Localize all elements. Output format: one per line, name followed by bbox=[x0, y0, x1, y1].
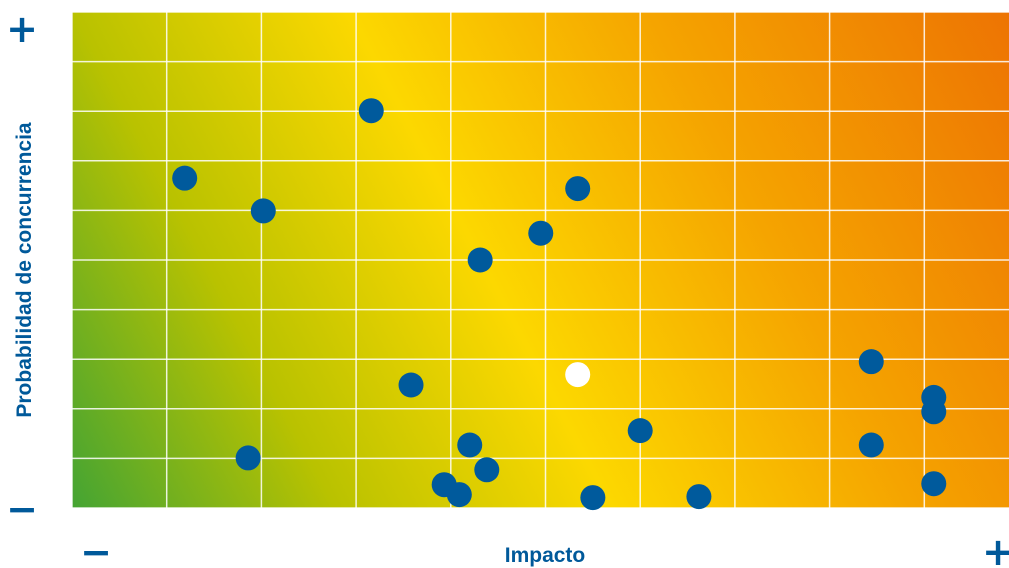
y-axis-title: Probabilidad de concurrencia bbox=[13, 122, 36, 418]
risk-point bbox=[528, 220, 554, 246]
risk-point bbox=[921, 399, 947, 425]
risk-point bbox=[627, 418, 653, 444]
y-axis-min-label: − bbox=[6, 487, 38, 531]
risk-point bbox=[457, 432, 483, 458]
risk-point bbox=[467, 247, 493, 273]
highlighted-risk-point bbox=[565, 362, 591, 388]
risk-point bbox=[858, 432, 884, 458]
data-points bbox=[172, 98, 947, 511]
risk-point bbox=[172, 165, 198, 191]
risk-point bbox=[565, 176, 591, 202]
x-axis-max-label: + bbox=[982, 530, 1009, 568]
risk-point bbox=[686, 484, 712, 510]
risk-point bbox=[921, 471, 947, 497]
risk-point bbox=[446, 482, 472, 508]
x-axis-min-label: − bbox=[80, 530, 112, 568]
risk-point bbox=[580, 485, 606, 511]
grid-lines bbox=[71, 11, 1009, 509]
risk-point bbox=[250, 198, 276, 224]
x-axis-title: Impacto bbox=[505, 544, 586, 567]
risk-point bbox=[235, 445, 261, 471]
y-axis-max-label: + bbox=[6, 7, 38, 51]
risk-point bbox=[398, 372, 424, 398]
risk-point bbox=[474, 457, 500, 483]
risk-point bbox=[858, 349, 884, 375]
risk-point bbox=[358, 98, 384, 124]
